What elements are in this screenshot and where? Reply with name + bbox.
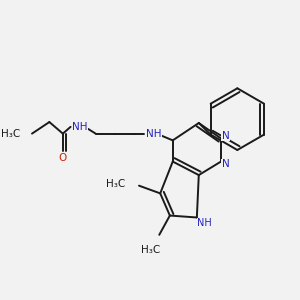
Text: NH: NH (197, 218, 212, 228)
Text: H₃C: H₃C (1, 129, 20, 139)
Text: O: O (59, 153, 67, 163)
Text: H₃C: H₃C (106, 179, 125, 189)
Text: NH: NH (146, 129, 161, 139)
Text: NH: NH (73, 122, 88, 132)
Text: N: N (222, 160, 230, 170)
Text: H₃C: H₃C (141, 245, 160, 255)
Text: N: N (222, 130, 230, 140)
